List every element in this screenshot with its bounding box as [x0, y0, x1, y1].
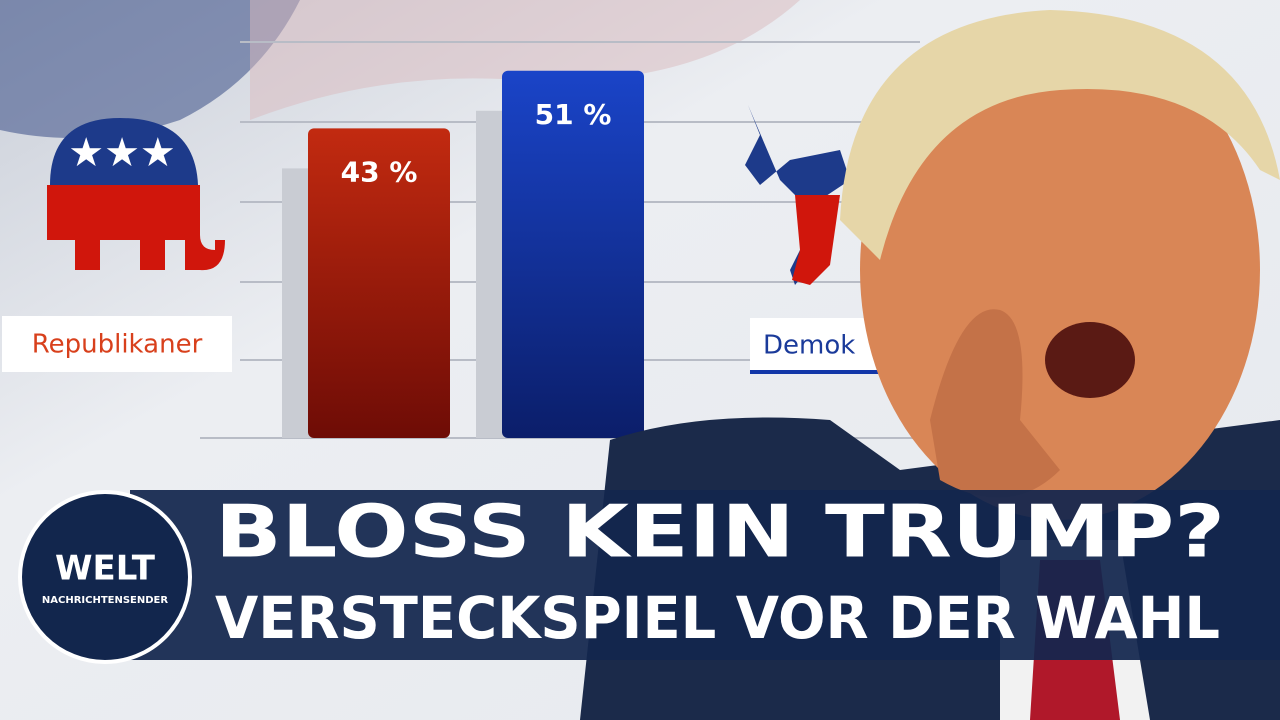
flag-stars — [0, 0, 300, 138]
bar — [308, 128, 450, 438]
bar-chart: 43 % 51 % — [282, 70, 644, 439]
headline: VERSTECKSPIEL VOR DER WAHL — [215, 584, 1220, 652]
republican-icon: ★★★ — [47, 118, 225, 271]
headline: BLOSS KEIN TRUMP? — [215, 490, 1225, 574]
category-box — [2, 316, 232, 372]
bar — [502, 70, 644, 439]
value-label: 51 % — [535, 98, 612, 131]
label-group: Republikaner — [32, 330, 203, 360]
value-label: 43 % — [341, 155, 418, 188]
svg-text:★★★: ★★★ — [68, 130, 176, 176]
logo-subtitle: NACHRICHTENSENDER — [42, 595, 169, 606]
flag-stripes — [250, 0, 800, 120]
category-label: Demok — [763, 331, 855, 361]
democrat-icon — [745, 105, 850, 285]
headline-band — [130, 490, 1280, 660]
category-label: Republikaner — [32, 330, 203, 360]
logo-circle — [18, 490, 192, 664]
logo-name: WELT — [55, 549, 156, 589]
label-group: Demok — [763, 331, 855, 361]
